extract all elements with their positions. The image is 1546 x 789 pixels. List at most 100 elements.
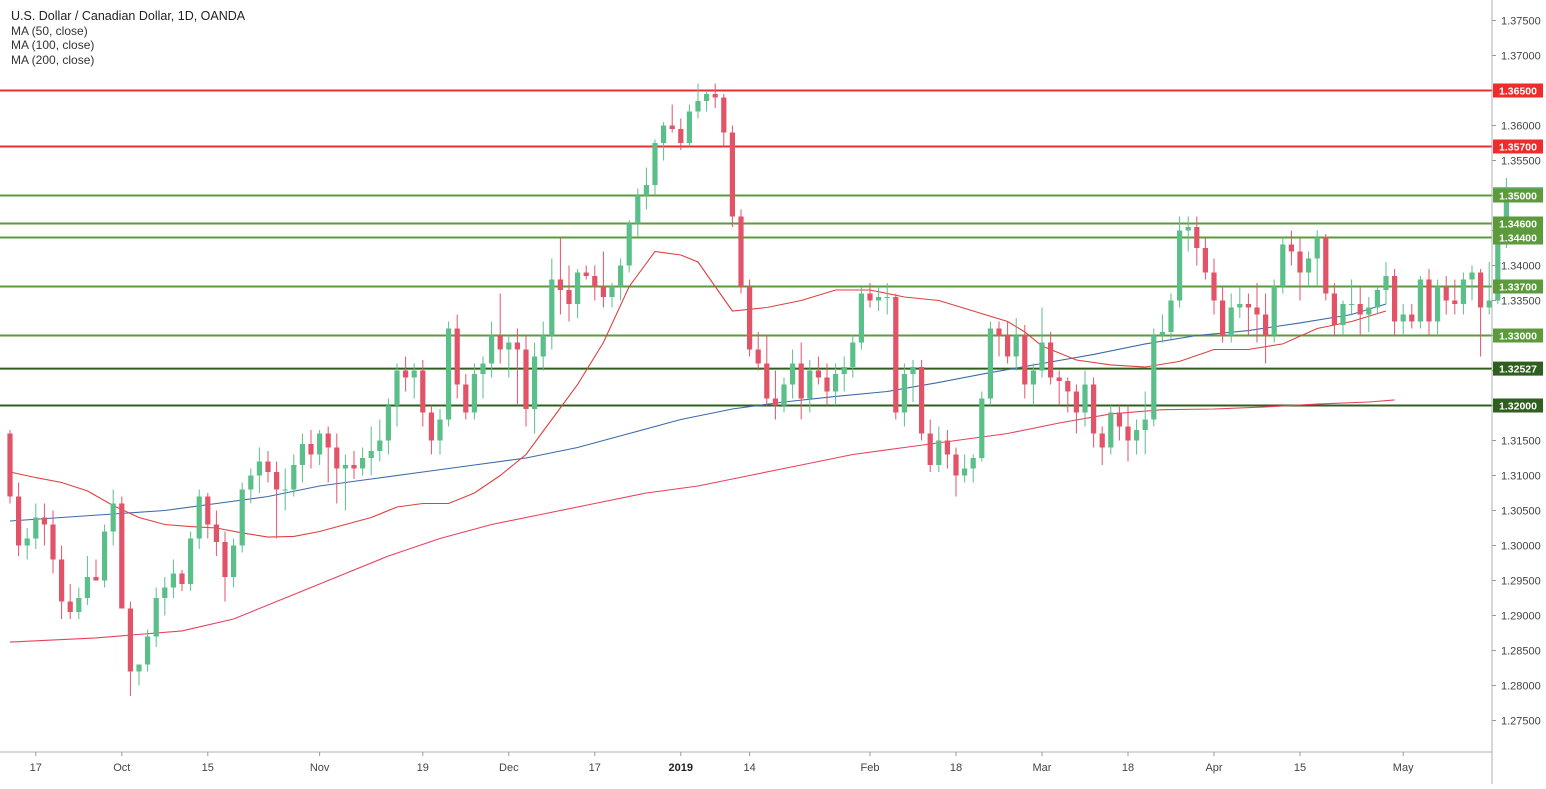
candle[interactable]: [1400, 304, 1406, 336]
candle[interactable]: [471, 363, 477, 420]
candle[interactable]: [325, 426, 331, 483]
candle[interactable]: [1495, 237, 1501, 305]
candle[interactable]: [1099, 426, 1105, 466]
candle[interactable]: [1030, 363, 1036, 406]
candle[interactable]: [76, 587, 82, 620]
candle[interactable]: [1357, 286, 1363, 336]
candle[interactable]: [592, 265, 598, 301]
candle[interactable]: [394, 363, 400, 427]
candle[interactable]: [1443, 276, 1449, 315]
candle[interactable]: [179, 570, 185, 591]
candle[interactable]: [549, 258, 555, 350]
candle[interactable]: [927, 419, 933, 473]
candle[interactable]: [1056, 370, 1062, 406]
candle[interactable]: [1340, 300, 1346, 336]
candle[interactable]: [738, 209, 744, 294]
candle[interactable]: [1383, 262, 1389, 304]
candle[interactable]: [858, 286, 864, 350]
candle[interactable]: [213, 510, 219, 557]
candle[interactable]: [248, 468, 254, 504]
candle[interactable]: [41, 503, 47, 546]
candle[interactable]: [678, 118, 684, 151]
candle[interactable]: [1039, 307, 1045, 378]
candle[interactable]: [1435, 279, 1441, 336]
candle[interactable]: [1288, 230, 1294, 266]
candle[interactable]: [850, 335, 856, 378]
candle[interactable]: [557, 237, 563, 315]
candle[interactable]: [377, 419, 383, 462]
candle[interactable]: [833, 363, 839, 406]
candle[interactable]: [1469, 265, 1475, 301]
candle[interactable]: [420, 360, 426, 427]
candle[interactable]: [411, 363, 417, 399]
candle[interactable]: [1263, 293, 1269, 364]
candle[interactable]: [446, 321, 452, 427]
indicator-ma50[interactable]: MA (50, close): [11, 23, 88, 38]
candle[interactable]: [626, 220, 632, 273]
candle[interactable]: [1245, 293, 1251, 336]
candle[interactable]: [1392, 269, 1398, 336]
candle[interactable]: [1048, 332, 1054, 385]
candle[interactable]: [110, 489, 116, 546]
candle[interactable]: [1220, 286, 1226, 343]
candle[interactable]: [1426, 269, 1432, 336]
candle[interactable]: [291, 454, 297, 497]
candle[interactable]: [514, 328, 520, 406]
candle[interactable]: [119, 496, 125, 609]
candle[interactable]: [463, 374, 469, 420]
candle[interactable]: [93, 559, 99, 581]
candle[interactable]: [807, 360, 813, 413]
candle[interactable]: [50, 510, 56, 574]
candle[interactable]: [1151, 328, 1157, 427]
candle[interactable]: [1409, 304, 1415, 329]
candle[interactable]: [884, 283, 890, 315]
candle[interactable]: [497, 293, 503, 364]
candle[interactable]: [274, 461, 280, 539]
candle[interactable]: [953, 447, 959, 497]
candle[interactable]: [729, 125, 735, 228]
candle[interactable]: [901, 363, 907, 427]
candle[interactable]: [1091, 377, 1097, 448]
candle[interactable]: [170, 559, 176, 599]
candle[interactable]: [368, 426, 374, 476]
candle[interactable]: [231, 538, 237, 588]
candle[interactable]: [1331, 283, 1337, 336]
candle[interactable]: [1142, 391, 1148, 455]
candle[interactable]: [695, 83, 701, 119]
candle[interactable]: [987, 321, 993, 406]
candle[interactable]: [790, 349, 796, 399]
candle[interactable]: [1134, 419, 1140, 455]
candle[interactable]: [334, 433, 340, 504]
candle[interactable]: [781, 377, 787, 413]
indicator-ma200[interactable]: MA (200, close): [11, 52, 95, 67]
candle[interactable]: [1005, 321, 1011, 364]
candle[interactable]: [16, 482, 22, 557]
candle[interactable]: [385, 398, 391, 455]
candle[interactable]: [102, 524, 108, 588]
candle[interactable]: [360, 447, 366, 476]
candle[interactable]: [1202, 237, 1208, 280]
candle[interactable]: [24, 528, 30, 560]
candle[interactable]: [1366, 297, 1372, 332]
candle[interactable]: [1237, 286, 1243, 319]
candle[interactable]: [1297, 237, 1303, 301]
candle[interactable]: [772, 370, 778, 420]
candle[interactable]: [643, 167, 649, 210]
candle[interactable]: [428, 405, 434, 455]
candle[interactable]: [67, 584, 73, 619]
candle[interactable]: [506, 335, 512, 378]
candle[interactable]: [1116, 405, 1122, 441]
candle[interactable]: [1349, 279, 1355, 315]
candle[interactable]: [798, 342, 804, 420]
candle[interactable]: [566, 265, 572, 322]
candle[interactable]: [1108, 405, 1114, 455]
candle[interactable]: [437, 409, 443, 455]
candle[interactable]: [1073, 384, 1079, 434]
candle[interactable]: [1211, 258, 1217, 315]
candle[interactable]: [764, 335, 770, 406]
candle[interactable]: [686, 104, 692, 147]
candle[interactable]: [162, 577, 168, 616]
candle[interactable]: [841, 356, 847, 392]
candle[interactable]: [876, 286, 882, 312]
